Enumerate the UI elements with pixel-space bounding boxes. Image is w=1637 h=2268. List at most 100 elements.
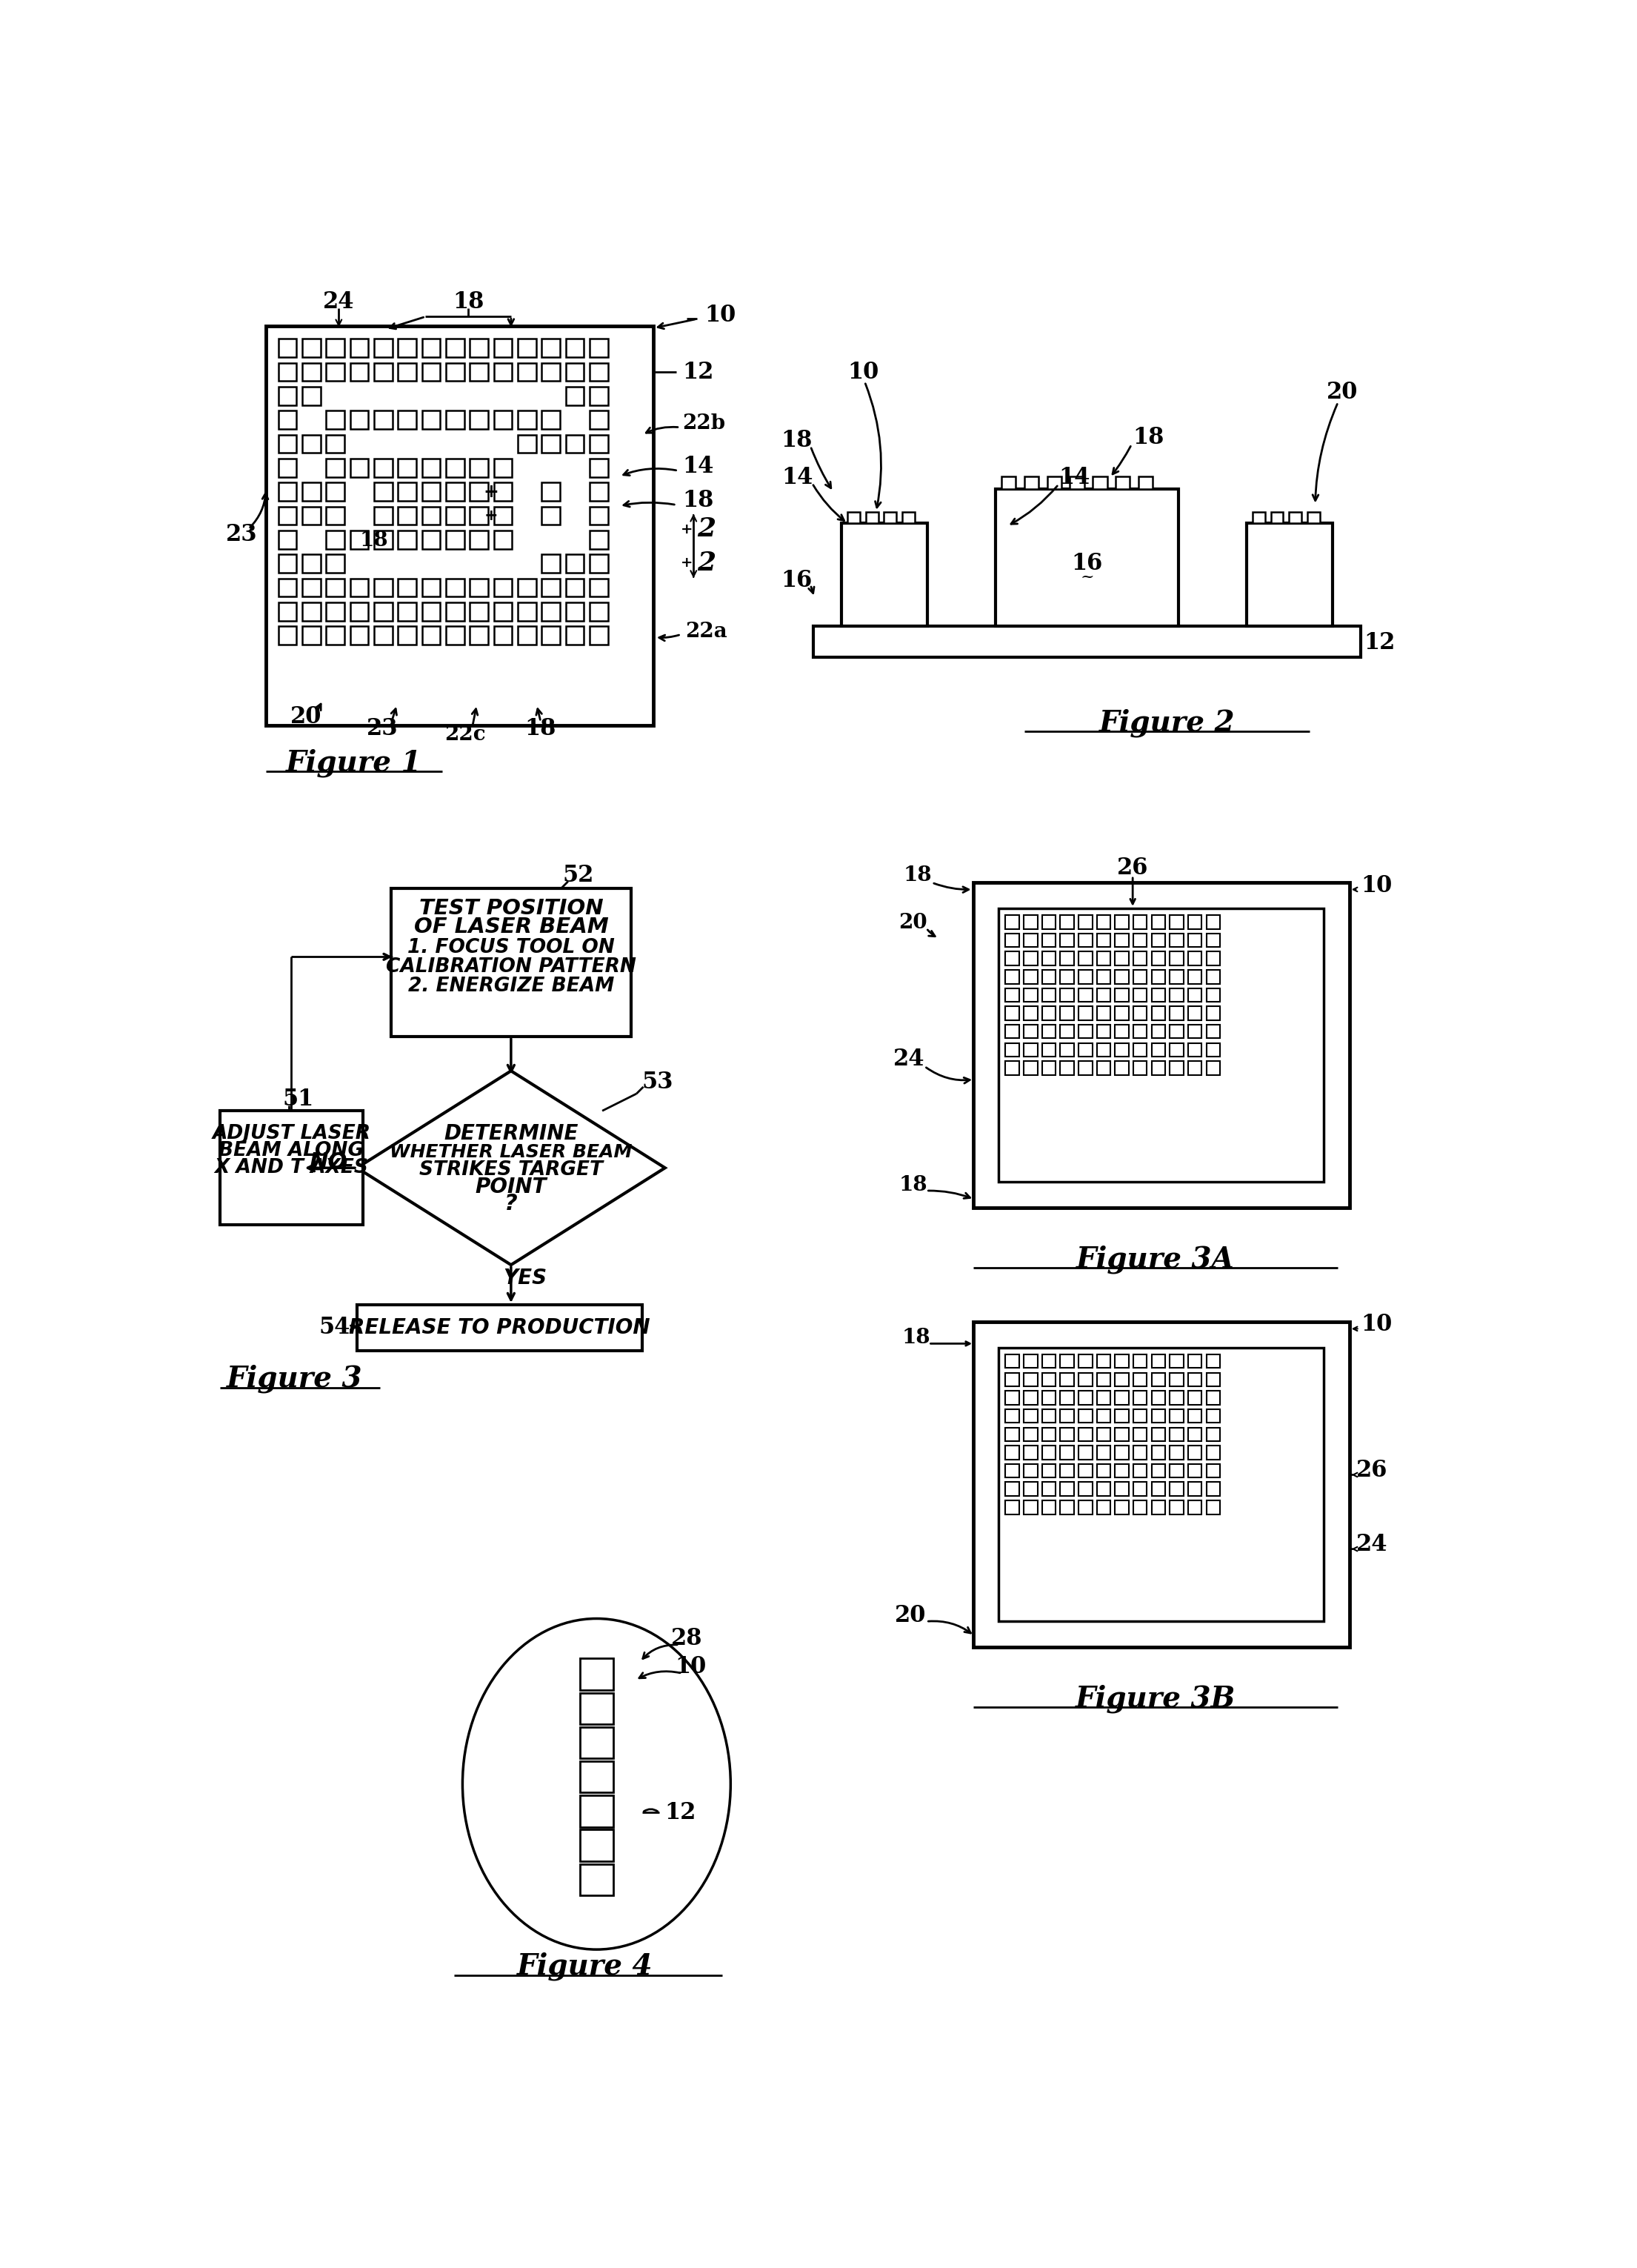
Bar	[1097, 914, 1110, 930]
Bar	[1023, 1483, 1038, 1497]
Bar	[1079, 1390, 1092, 1404]
Text: 12: 12	[683, 361, 714, 383]
Bar	[1115, 914, 1128, 930]
Bar	[1151, 1445, 1166, 1458]
Bar	[814, 626, 1360, 658]
Bar	[1005, 1390, 1020, 1404]
Text: 26: 26	[1116, 857, 1149, 880]
Bar	[1023, 1445, 1038, 1458]
Bar	[278, 626, 296, 644]
Bar	[278, 483, 296, 501]
Bar	[1252, 513, 1265, 524]
Bar	[1005, 953, 1020, 966]
Bar	[1188, 1408, 1202, 1422]
Bar	[1170, 1354, 1184, 1368]
Bar	[375, 531, 393, 549]
Bar	[1005, 1043, 1020, 1057]
Bar	[1023, 914, 1038, 930]
Bar	[375, 411, 393, 429]
Bar	[1043, 1445, 1056, 1458]
Bar	[1097, 1408, 1110, 1422]
Bar	[326, 531, 344, 549]
Bar	[589, 603, 607, 621]
Bar	[1206, 1372, 1220, 1386]
Bar	[1079, 1043, 1092, 1057]
Bar	[1206, 1354, 1220, 1368]
Bar	[398, 363, 416, 381]
Bar	[422, 458, 440, 476]
Bar	[1079, 1501, 1092, 1515]
Bar	[517, 626, 535, 644]
Bar	[470, 458, 488, 476]
Bar	[589, 411, 607, 429]
Bar	[1133, 953, 1148, 966]
Text: ~: ~	[1080, 569, 1094, 585]
Text: 10: 10	[676, 1656, 707, 1678]
Bar	[1170, 989, 1184, 1002]
Bar	[1133, 1463, 1148, 1479]
Bar	[517, 603, 535, 621]
Bar	[1061, 1061, 1074, 1075]
Bar	[1188, 1390, 1202, 1404]
Bar	[1206, 914, 1220, 930]
Bar	[1170, 914, 1184, 930]
Bar	[1043, 1483, 1056, 1497]
Bar	[1115, 1390, 1128, 1404]
Bar	[566, 626, 584, 644]
Bar	[1151, 1061, 1166, 1075]
Bar	[278, 603, 296, 621]
Bar	[278, 388, 296, 406]
Bar	[1023, 1007, 1038, 1021]
Bar	[542, 483, 560, 501]
Bar	[1133, 934, 1148, 948]
Bar	[1043, 1043, 1056, 1057]
Bar	[579, 1864, 614, 1896]
Bar	[1151, 1408, 1166, 1422]
Bar	[517, 578, 535, 596]
Bar	[1043, 1390, 1056, 1404]
Bar	[1188, 1483, 1202, 1497]
Bar	[303, 626, 321, 644]
Bar	[1043, 1354, 1056, 1368]
Bar	[398, 506, 416, 524]
Bar	[422, 531, 440, 549]
Bar	[470, 411, 488, 429]
Text: Figure 2: Figure 2	[1098, 708, 1234, 737]
Bar	[542, 411, 560, 429]
Bar	[1079, 1354, 1092, 1368]
Bar	[1115, 1025, 1128, 1039]
Bar	[542, 603, 560, 621]
Bar	[1133, 1354, 1148, 1368]
Bar	[542, 338, 560, 356]
Bar	[1079, 914, 1092, 930]
Text: 2: 2	[697, 517, 715, 542]
Bar	[589, 531, 607, 549]
Text: 18: 18	[360, 531, 388, 551]
Bar	[542, 578, 560, 596]
Bar	[445, 458, 465, 476]
Bar	[1005, 1025, 1020, 1039]
Bar	[350, 578, 368, 596]
Bar	[1170, 934, 1184, 948]
Bar	[1097, 1354, 1110, 1368]
Text: 18: 18	[781, 429, 812, 451]
Text: 20: 20	[290, 705, 321, 728]
Bar	[579, 1658, 614, 1690]
Bar	[589, 626, 607, 644]
Bar	[1061, 1408, 1074, 1422]
Bar	[1133, 1007, 1148, 1021]
Bar	[1043, 1061, 1056, 1075]
Bar	[494, 626, 512, 644]
Bar	[278, 556, 296, 574]
Bar	[1097, 989, 1110, 1002]
Bar	[1097, 1007, 1110, 1021]
Ellipse shape	[463, 1619, 730, 1950]
Bar	[1206, 934, 1220, 948]
Bar	[350, 603, 368, 621]
Bar	[1043, 1007, 1056, 1021]
Text: +: +	[483, 483, 499, 501]
Bar	[1188, 1007, 1202, 1021]
Bar	[589, 483, 607, 501]
Bar	[422, 363, 440, 381]
Bar	[398, 458, 416, 476]
